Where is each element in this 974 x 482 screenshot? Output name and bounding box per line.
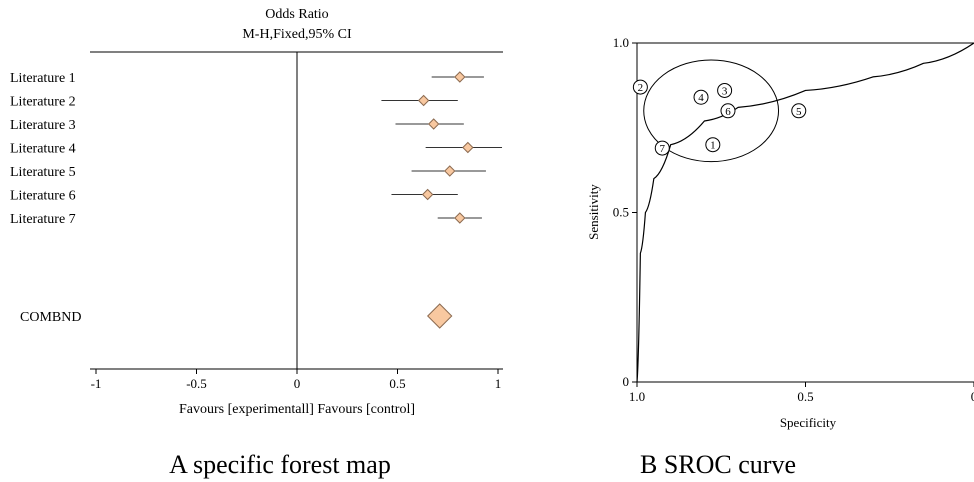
sroc-study-point [717,82,733,98]
sroc-ticks: 1.0 0.5 0 0 0.5 1.0 [613,35,974,404]
forest-pooled-marker [427,303,453,329]
sroc-study-point-label: 2 [638,82,644,94]
forest-x-tick-label: -0.5 [186,376,207,391]
sroc-x-tick-label: 0.5 [797,389,813,404]
forest-study-rows: Literature 1 Literature 2 Literature 3 Lite… [10,71,503,227]
sroc-y-tick-label: 0 [623,374,630,389]
forest-study-label: Literature 6 [10,189,76,204]
forest-study-label: Literature 1 [10,71,76,86]
forest-study-label: Literature 2 [10,95,76,110]
sroc-y-tick-label: 0.5 [613,205,629,220]
forest-study-label: Literature 3 [10,118,76,133]
sroc-x-label: Specificity [780,415,837,430]
forest-estimate-marker [444,165,456,177]
forest-x-tick-label: -1 [91,376,102,391]
sroc-study-point-label: 5 [796,106,802,118]
forest-pooled-row: COMBND [20,303,453,329]
forest-x-tick-label: 0 [294,376,301,391]
forest-study-label: Literature 7 [10,212,76,227]
sroc-study-point [693,89,709,105]
sroc-x-tick-label: 0 [971,389,974,404]
sroc-study-point [654,140,670,156]
sroc-x-tick-label: 1.0 [629,389,645,404]
forest-study-label: Literature 5 [10,165,76,180]
forest-estimate-marker [462,141,474,154]
forest-estimate-marker [417,94,430,107]
sroc-study-point [705,137,721,153]
forest-x-ticks: -1 -0.5 0 0.5 1 [91,369,502,391]
forest-x-tick-label: 0.5 [389,376,405,391]
sroc-study-points: 1 2 3 4 5 6 7 [632,79,807,156]
forest-estimate-marker [427,118,440,130]
sroc-study-point [720,103,736,119]
forest-x-label: Favours [experimentall] Favours [control… [179,402,415,417]
sroc-study-point [791,103,807,119]
sroc-study-point-label: 4 [698,92,704,104]
sroc-study-point-label: 1 [710,140,716,152]
sroc-study-point [632,79,648,95]
forest-estimate-marker [421,188,434,201]
sroc-y-tick-label: 1.0 [613,35,629,50]
sroc-panel: 1.0 0.5 0 0 0.5 1.0 1 2 3 4 5 6 7 Specificity Sensi… [586,35,974,479]
forest-plot-panel: Odds Ratio M-H,Fixed,95% CI -1 -0.5 0 0.5 1 … [10,7,503,479]
forest-study-label: Literature 4 [10,142,76,157]
sroc-curve [636,42,974,383]
forest-caption: A specific forest map [169,450,391,479]
forest-estimate-marker [454,71,466,83]
forest-subtitle: M-H,Fixed,95% CI [242,27,352,42]
sroc-caption: B SROC curve [640,450,796,479]
sroc-study-point-label: 3 [722,85,728,97]
sroc-confidence-ellipse [643,59,780,163]
sroc-study-point-label: 6 [725,106,731,118]
forest-pooled-label: COMBND [20,310,81,325]
forest-title: Odds Ratio [265,7,328,22]
forest-estimate-marker [454,212,466,224]
sroc-study-point-label: 7 [660,143,666,155]
sroc-y-label: Sensitivity [586,184,601,240]
forest-x-tick-label: 1 [495,376,502,391]
